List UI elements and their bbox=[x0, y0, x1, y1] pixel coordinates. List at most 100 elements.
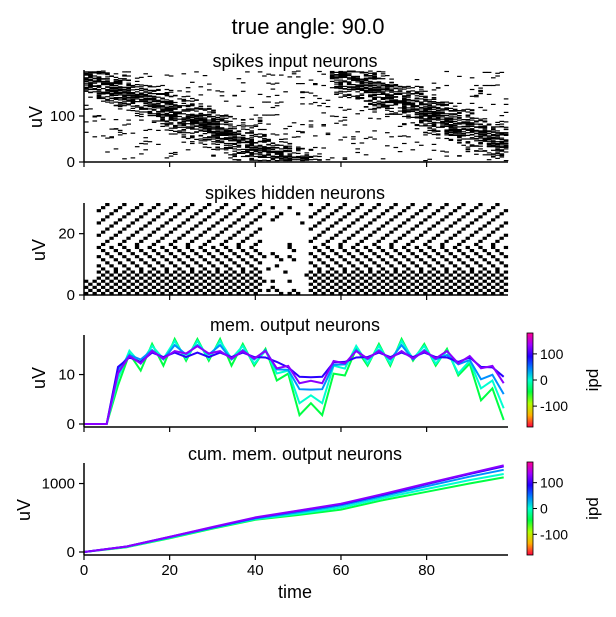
spike bbox=[469, 233, 475, 237]
spike bbox=[355, 285, 360, 289]
spike bbox=[499, 279, 504, 283]
spike bbox=[101, 70, 106, 72]
spike bbox=[279, 141, 284, 143]
spike bbox=[211, 123, 216, 125]
spike bbox=[342, 95, 348, 97]
spike bbox=[482, 249, 487, 253]
spike bbox=[168, 206, 174, 210]
spike bbox=[156, 270, 161, 274]
spike bbox=[177, 90, 182, 92]
spike bbox=[389, 136, 394, 138]
spike bbox=[130, 132, 136, 134]
spike bbox=[308, 159, 314, 161]
spike bbox=[190, 127, 195, 129]
spike bbox=[304, 273, 309, 277]
spike bbox=[376, 102, 382, 104]
spike bbox=[419, 122, 424, 124]
spike bbox=[491, 146, 496, 148]
spike bbox=[160, 100, 165, 102]
spike bbox=[96, 90, 102, 92]
spike bbox=[346, 70, 352, 72]
spike bbox=[257, 239, 263, 243]
spike bbox=[143, 107, 148, 109]
spike bbox=[113, 86, 119, 88]
spike bbox=[134, 146, 140, 148]
spike bbox=[423, 160, 428, 162]
spike bbox=[240, 267, 246, 271]
spike bbox=[126, 291, 131, 296]
spike bbox=[202, 273, 207, 277]
spike bbox=[334, 79, 339, 81]
y-tick-label: 20 bbox=[58, 226, 75, 243]
spike bbox=[406, 103, 411, 105]
spike bbox=[245, 155, 250, 158]
spike bbox=[173, 107, 178, 109]
spike bbox=[202, 108, 208, 110]
spike bbox=[385, 104, 390, 106]
spike bbox=[219, 141, 225, 143]
spike bbox=[181, 122, 187, 124]
spike bbox=[270, 142, 276, 144]
spike bbox=[465, 141, 471, 143]
spike bbox=[308, 124, 314, 126]
spike bbox=[495, 270, 500, 274]
spike bbox=[325, 133, 331, 136]
spike bbox=[389, 242, 394, 247]
spike bbox=[351, 264, 356, 268]
spike bbox=[406, 115, 411, 118]
spike bbox=[126, 273, 131, 277]
spike bbox=[151, 249, 157, 253]
spike bbox=[296, 146, 301, 148]
spike bbox=[304, 154, 310, 156]
spike bbox=[469, 133, 475, 136]
spike bbox=[469, 209, 475, 213]
spike bbox=[423, 107, 428, 109]
spike bbox=[380, 279, 386, 283]
spike bbox=[270, 151, 276, 154]
spike bbox=[139, 153, 144, 155]
spike bbox=[342, 91, 348, 93]
spike bbox=[499, 142, 505, 144]
spike bbox=[482, 130, 488, 132]
spike bbox=[338, 92, 343, 94]
spike bbox=[419, 115, 424, 117]
spike bbox=[236, 206, 241, 210]
spike bbox=[168, 273, 174, 277]
spike bbox=[101, 88, 106, 90]
spike bbox=[207, 276, 212, 280]
spike bbox=[482, 118, 488, 120]
spike bbox=[325, 276, 330, 280]
spike bbox=[414, 279, 419, 283]
spike bbox=[198, 108, 204, 110]
spike bbox=[236, 159, 242, 161]
spike bbox=[139, 95, 144, 97]
spike bbox=[147, 209, 152, 213]
spike bbox=[151, 121, 157, 123]
spike bbox=[211, 224, 216, 228]
spike bbox=[219, 95, 225, 97]
spike bbox=[215, 209, 220, 213]
spike bbox=[393, 93, 399, 95]
spike bbox=[491, 145, 496, 147]
spike bbox=[249, 132, 254, 134]
spike bbox=[143, 104, 148, 106]
spike bbox=[202, 143, 208, 145]
spike bbox=[160, 273, 165, 277]
spike bbox=[84, 121, 89, 123]
spike bbox=[478, 203, 483, 207]
spike bbox=[122, 97, 127, 100]
spike bbox=[134, 91, 140, 93]
spike bbox=[469, 77, 475, 79]
spike bbox=[402, 276, 407, 280]
spike bbox=[376, 239, 381, 243]
spike bbox=[105, 99, 110, 101]
spike bbox=[262, 114, 267, 116]
spike bbox=[215, 130, 220, 132]
spike bbox=[419, 91, 424, 93]
spike bbox=[177, 267, 182, 271]
spike bbox=[228, 154, 233, 156]
spike bbox=[92, 91, 98, 93]
spike bbox=[423, 118, 428, 120]
spike bbox=[419, 116, 424, 118]
